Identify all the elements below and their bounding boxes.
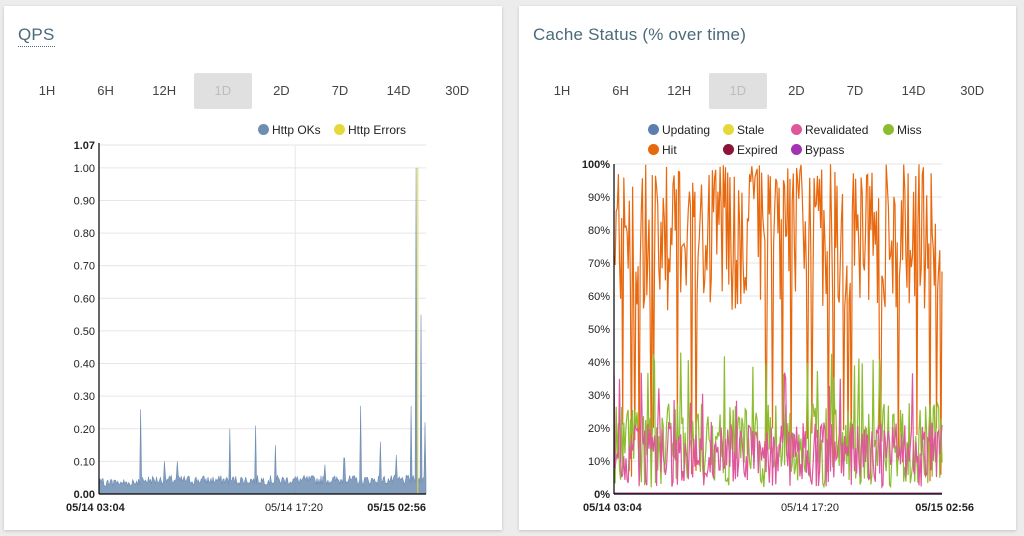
qps-x-tick: 05/14 17:20	[265, 502, 323, 514]
qps-card: QPS 1H 6H 12H 1D 2D 7D 14D 30D Http OKs Http Err…	[4, 6, 502, 530]
legend-dot-icon	[648, 144, 659, 155]
legend-dot-icon	[883, 124, 894, 135]
qps-y-tick: 0.00	[74, 489, 95, 501]
cache-legend-updating[interactable]: Updating	[648, 123, 710, 137]
legend-dot-icon	[648, 124, 659, 135]
legend-dot-icon	[723, 144, 734, 155]
qps-y-tick: 0.50	[74, 326, 95, 338]
cache-y-tick: 0%	[594, 489, 610, 501]
cache-y-tick: 10%	[588, 456, 610, 468]
qps-range-1h[interactable]: 1H	[38, 83, 56, 98]
legend-label: Expired	[737, 143, 778, 157]
qps-legend-http-errors[interactable]: Http Errors	[334, 123, 406, 137]
cache-range-1h[interactable]: 1H	[553, 83, 571, 98]
qps-range-6h[interactable]: 6H	[97, 83, 114, 98]
qps-legend-http-oks[interactable]: Http OKs	[258, 123, 321, 137]
cache-y-tick: 40%	[588, 357, 610, 369]
legend-dot-icon	[334, 124, 345, 135]
qps-series-http-oks	[98, 167, 427, 495]
legend-label: Revalidated	[805, 123, 869, 137]
cache-y-tick: 100%	[582, 159, 610, 171]
qps-y-tick: 0.80	[74, 228, 95, 240]
cache-legend-miss[interactable]: Miss	[883, 123, 922, 137]
qps-title[interactable]: QPS	[18, 25, 55, 47]
qps-range-12h[interactable]: 12H	[152, 83, 177, 98]
cache-legend-bypass[interactable]: Bypass	[791, 143, 844, 157]
legend-label: Stale	[737, 123, 765, 137]
cache-x-tick: 05/14 17:20	[781, 502, 839, 514]
qps-y-tick: 0.70	[74, 261, 95, 273]
cache-legend-hit[interactable]: Hit	[648, 143, 677, 157]
cache-status-title: Cache Status (% over time)	[533, 25, 747, 44]
qps-range-2d[interactable]: 2D	[273, 83, 290, 98]
cache-range-14d[interactable]: 14D	[901, 83, 926, 98]
qps-y-tick: 0.10	[74, 456, 95, 468]
cache-status-card: Cache Status (% over time) 1H 6H 12H 1D 2D 7D…	[519, 6, 1016, 530]
qps-y-tick: 0.30	[74, 391, 95, 403]
qps-y-tick: 0.60	[74, 293, 95, 305]
cache-legend-stale[interactable]: Stale	[723, 123, 764, 137]
cache-y-tick: 70%	[588, 258, 610, 270]
cache-series-revalidated	[613, 372, 943, 489]
qps-range-14d[interactable]: 14D	[386, 83, 411, 98]
qps-range-1d[interactable]: 1D	[193, 73, 252, 109]
legend-label: Hit	[662, 143, 677, 157]
legend-label: Http Errors	[348, 123, 407, 137]
legend-dot-icon	[791, 144, 802, 155]
cache-range-12h[interactable]: 12H	[667, 83, 692, 98]
cache-y-tick: 20%	[588, 423, 610, 435]
qps-y-tick: 0.20	[74, 424, 95, 436]
legend-label: Bypass	[805, 143, 845, 157]
qps-range-7d[interactable]: 7D	[331, 83, 349, 98]
cache-range-6h[interactable]: 6H	[612, 83, 629, 98]
cache-legend-expired[interactable]: Expired	[723, 143, 778, 157]
cache-y-tick: 80%	[588, 225, 610, 237]
cache-x-tick: 05/15 02:56	[915, 502, 974, 514]
legend-label: Http OKs	[272, 123, 321, 137]
qps-y-tick: 1.00	[74, 163, 95, 175]
cache-y-tick: 60%	[588, 291, 610, 303]
cache-x-tick: 05/14 03:04	[583, 502, 643, 514]
legend-dot-icon	[723, 124, 734, 135]
qps-x-tick: 05/14 03:04	[66, 502, 126, 514]
legend-dot-icon	[791, 124, 802, 135]
qps-y-tick: 1.07	[74, 140, 95, 152]
cache-range-1d[interactable]: 1D	[708, 73, 767, 109]
cache-series-hit	[613, 164, 943, 482]
cache-range-2d[interactable]: 2D	[788, 83, 805, 98]
legend-dot-icon	[258, 124, 269, 135]
qps-y-tick: 0.40	[74, 359, 95, 371]
cache-legend-revalidated[interactable]: Revalidated	[791, 123, 868, 137]
qps-x-tick: 05/15 02:56	[367, 502, 426, 514]
cache-range-30d[interactable]: 30D	[960, 83, 985, 98]
cache-y-tick: 50%	[588, 324, 610, 336]
cache-range-7d[interactable]: 7D	[846, 83, 864, 98]
cache-y-tick: 90%	[588, 192, 610, 204]
qps-y-tick: 0.90	[74, 195, 95, 207]
legend-label: Miss	[897, 123, 922, 137]
cache-status-chart: 0% 10% 20% 30% 40% 50% 60% 70% 80% 90% 100% 05/14 0…	[582, 159, 974, 514]
qps-range-30d[interactable]: 30D	[445, 83, 470, 98]
cache-y-tick: 30%	[588, 390, 610, 402]
qps-chart: 0.00 0.10 0.20 0.30 0.40 0.50 0.60 0.70 0.80 0.90…	[66, 140, 427, 514]
legend-label: Updating	[662, 123, 711, 137]
